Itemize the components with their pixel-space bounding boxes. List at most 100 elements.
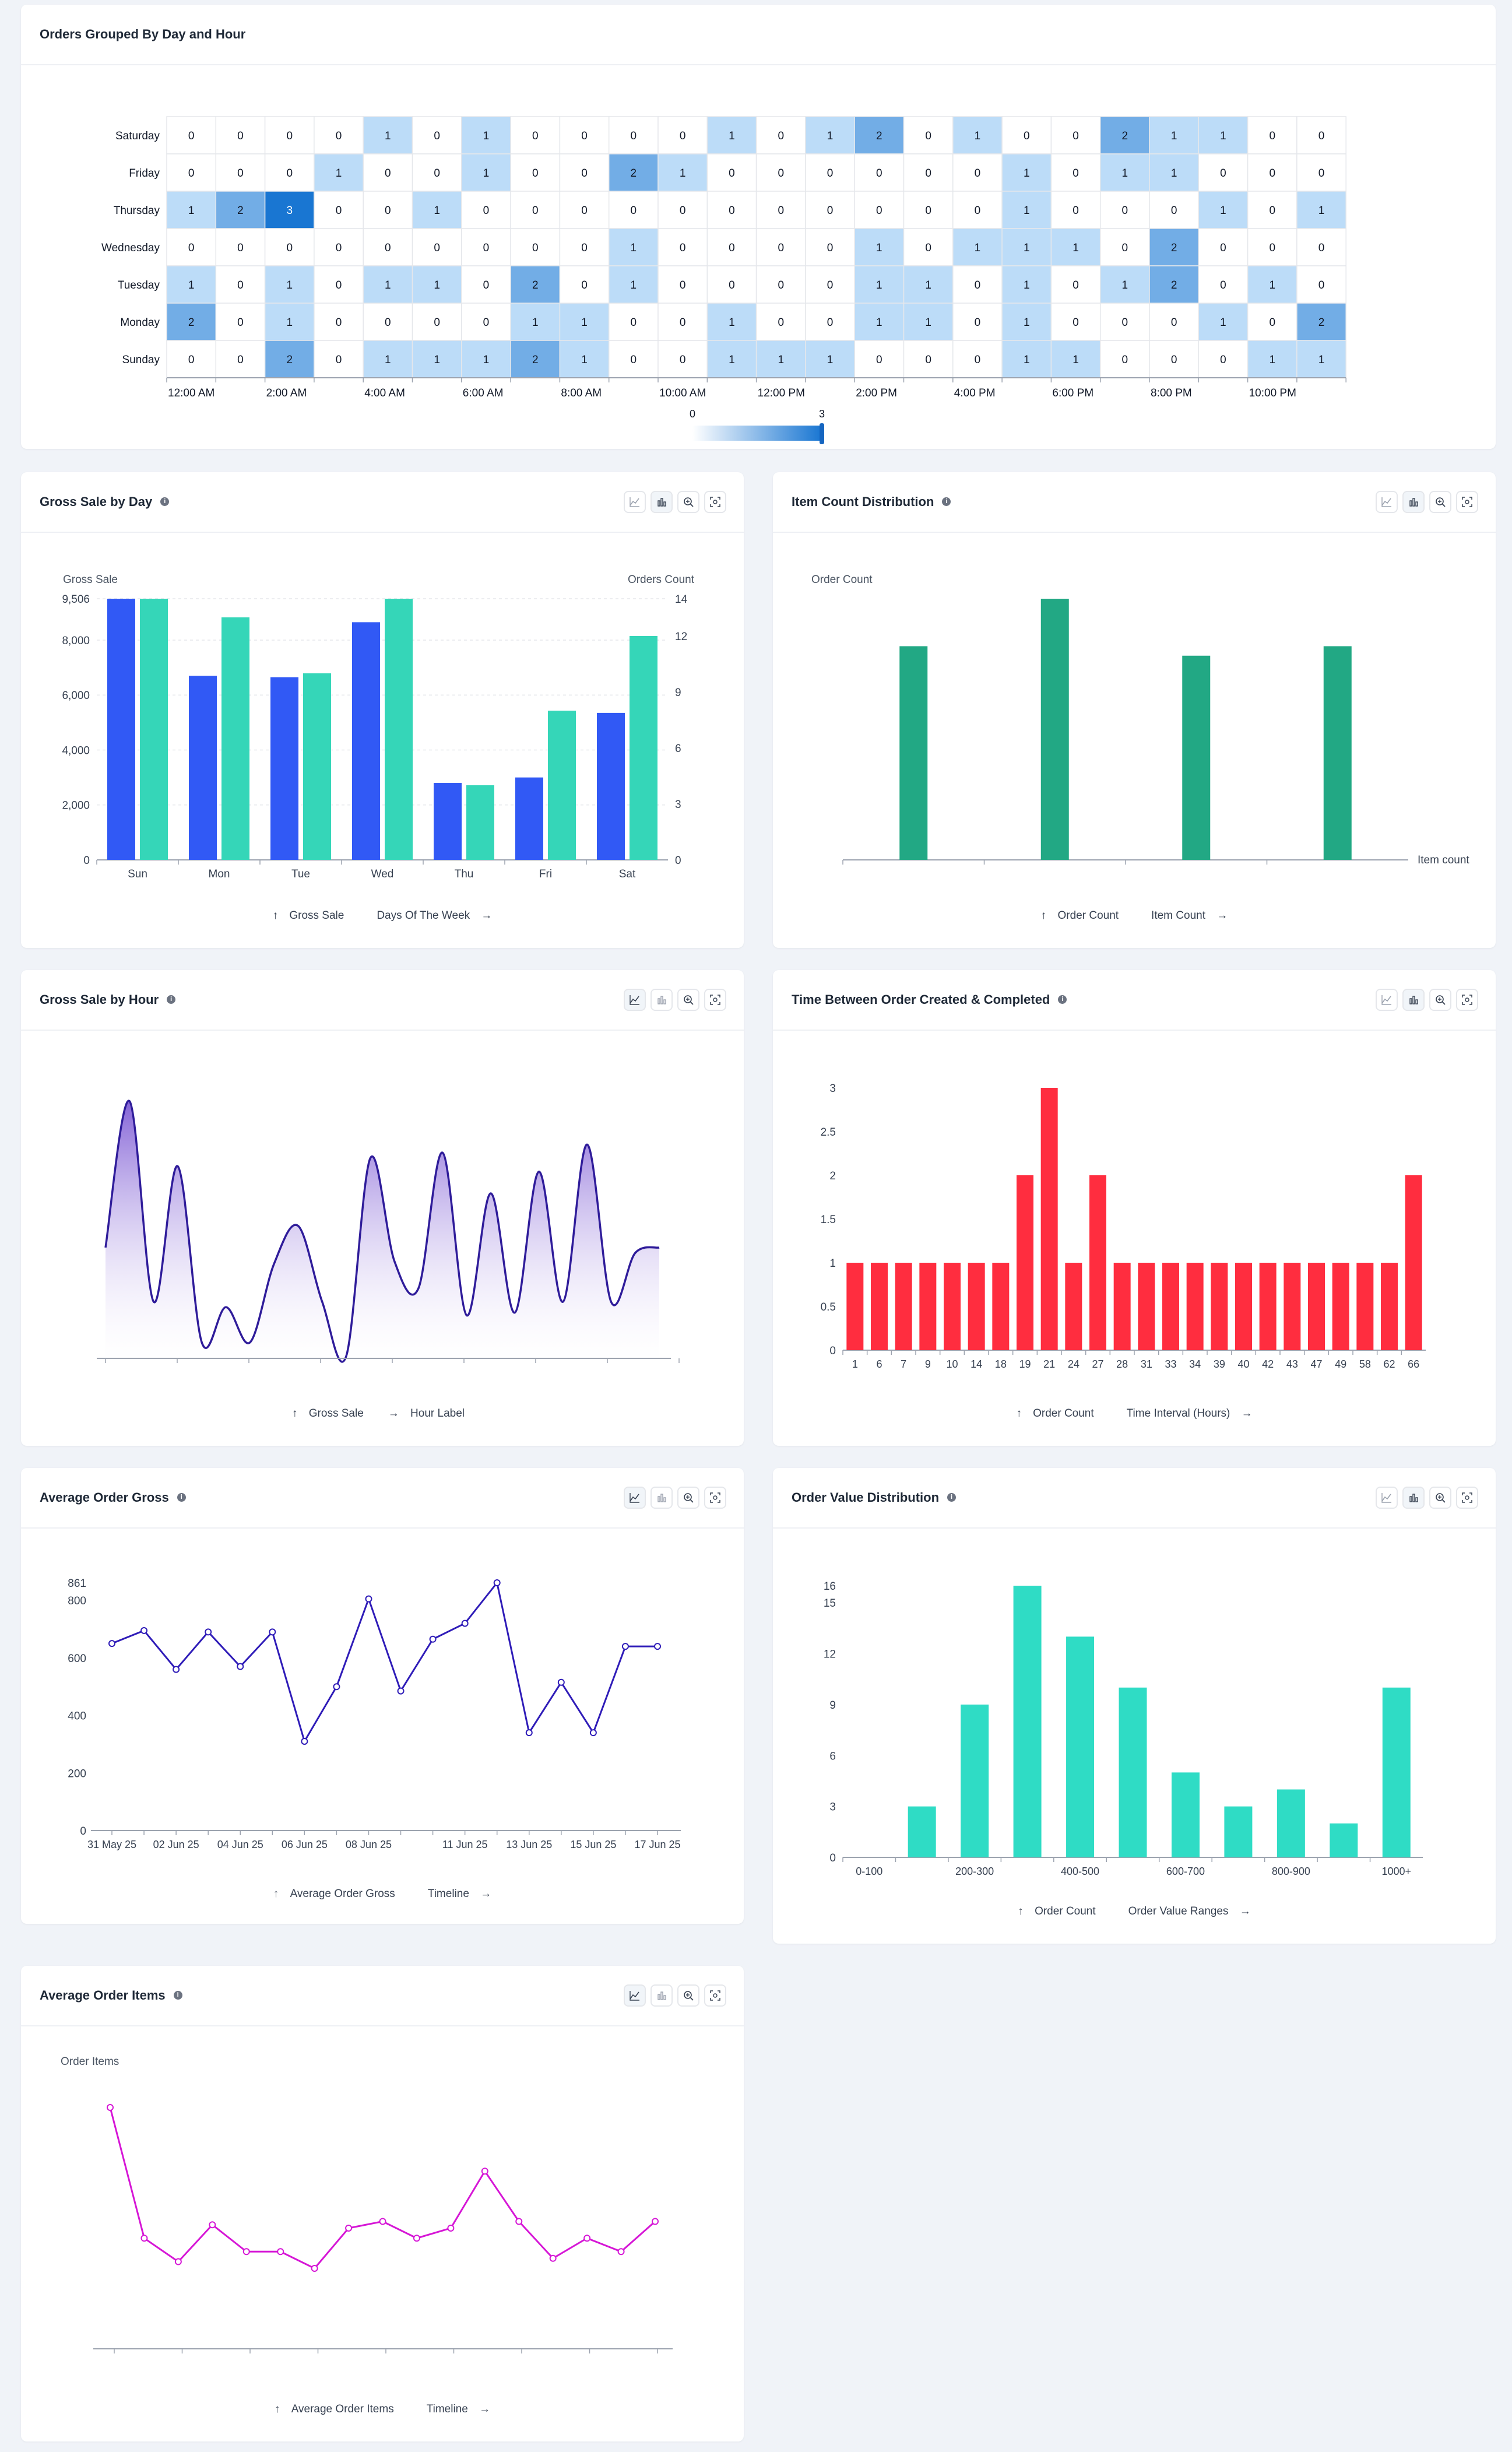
heatmap-cell [264,228,315,266]
heatmap-cell [1247,153,1297,192]
line-chart-toggle-button[interactable] [624,989,646,1011]
heatmap-cell [1099,116,1150,154]
heatmap-cell [1198,153,1249,192]
heatmap-cell [1296,228,1346,266]
line-chart-toggle-button[interactable] [624,1487,646,1509]
heatmap-cell [854,303,905,341]
reset-zoom-button[interactable] [704,491,726,513]
heatmap-cell [412,340,462,378]
heatmap-scale-handle [820,423,824,444]
info-icon[interactable]: i [173,1990,182,2000]
reset-zoom-button[interactable] [704,1487,726,1509]
avg-items-legend: ↑ Average Order Items Timeline → [274,2403,491,2415]
reset-zoom-button[interactable] [1456,491,1478,513]
data-point [311,2265,318,2272]
info-icon[interactable]: i [167,995,176,1004]
y-tick-label: 6,000 [62,690,90,702]
x-tick-label: 42 [1262,1358,1274,1370]
order-count-bar [992,1263,1010,1350]
time-between-header: Time Between Order Created & Completed i [773,970,1496,1031]
bar-chart-toggle-button[interactable] [650,1487,673,1509]
avg-items-title: Average Order Items [40,1988,166,2003]
y-tick-label: 0 [829,1852,836,1864]
info-icon[interactable]: i [947,1492,957,1502]
zoom-button[interactable] [1429,989,1451,1011]
order-count-bar [1332,1263,1349,1350]
zoom-button[interactable] [677,1984,699,2007]
heatmap-cell-value: 1 [434,205,440,217]
zoom-button[interactable] [677,1487,699,1509]
x-tick-label: 6 [876,1358,882,1370]
bar-chart-toggle-button[interactable] [1402,1487,1425,1509]
heatmap-cell [166,303,217,341]
info-icon[interactable]: i [177,1492,186,1502]
heatmap-cell-value: 0 [925,354,931,366]
info-icon[interactable]: i [942,497,951,506]
info-icon[interactable]: i [160,497,170,506]
heatmap-cell [363,228,413,266]
heatmap-cell-value: 0 [237,279,244,291]
heatmap-cell [657,303,708,341]
x-tick-label: 9 [925,1358,931,1370]
heatmap-title: Orders Grouped By Day and Hour [40,27,246,41]
heatmap-cell-value: 0 [876,205,882,217]
zoom-button[interactable] [677,491,699,513]
order-count-bar [1381,1263,1398,1350]
line-chart-toggle-button[interactable] [1376,1487,1398,1509]
heatmap-cell [510,265,561,304]
data-point [173,1666,180,1673]
line-chart-toggle-button[interactable] [1376,491,1398,513]
heatmap-cell-value: 0 [483,205,490,217]
heatmap-cell [1198,265,1249,304]
zoom-button[interactable] [1429,491,1451,513]
orders-count-bar [630,636,657,860]
heatmap-cell-value: 0 [1024,130,1030,142]
heatmap-cell-value: 0 [827,205,834,217]
bar-chart-toggle-button[interactable] [650,1984,673,2007]
heatmap-cell-value: 0 [336,242,342,254]
heatmap-cell-value: 0 [581,205,588,217]
gross-sale-by-hour-chart [97,1099,680,1363]
x-legend-label: Hour Label [410,1407,465,1420]
heatmap-cell [1296,153,1346,192]
heatmap-cell-value: 0 [680,205,686,217]
line-chart-toggle-button[interactable] [624,491,646,513]
reset-zoom-button[interactable] [1456,989,1478,1011]
heatmap-cell-value: 1 [1073,354,1079,366]
zoom-button[interactable] [1429,1487,1451,1509]
x-tick-label: 18 [995,1358,1007,1370]
bar-chart-toggle-button[interactable] [1402,989,1425,1011]
reset-zoom-button[interactable] [1456,1487,1478,1509]
bar-chart-toggle-button[interactable] [1402,491,1425,513]
x-tick-label: 24 [1068,1358,1080,1370]
heatmap-cell-value: 1 [434,279,440,291]
bar-chart-toggle-button[interactable] [650,989,673,1011]
heatmap-cell [1296,340,1346,378]
y-tick-label: 1 [829,1257,836,1270]
info-icon[interactable]: i [1058,995,1067,1004]
heatmap-cell [412,265,462,304]
reset-zoom-button[interactable] [704,989,726,1011]
y-tick-label: 15 [824,1597,836,1610]
line-chart-toggle-button[interactable] [624,1984,646,2007]
heatmap-cell [314,340,364,378]
heatmap-cell-value: 2 [1122,130,1128,142]
heatmap-cell-value: 0 [827,279,834,291]
data-point [447,2225,455,2232]
x-tick-label: 0-100 [856,1866,882,1877]
heatmap-cell [1050,228,1101,266]
reset-zoom-button[interactable] [704,1984,726,2007]
bar-chart-toggle-button[interactable] [650,491,673,513]
heatmap-cell [412,228,462,266]
order-count-bar [1182,655,1211,860]
line-chart-toggle-button[interactable] [1376,989,1398,1011]
data-point [589,1729,597,1737]
heatmap-cell-value: 0 [975,354,981,366]
time-between-card: Time Between Order Created & Completed i … [773,970,1496,1446]
x-legend-label: Days Of The Week [377,909,470,922]
zoom-button[interactable] [677,989,699,1011]
chart-toolbar [1371,1487,1478,1510]
heatmap-cell [903,191,954,229]
data-point [525,1729,533,1737]
heatmap-cell [166,116,217,154]
